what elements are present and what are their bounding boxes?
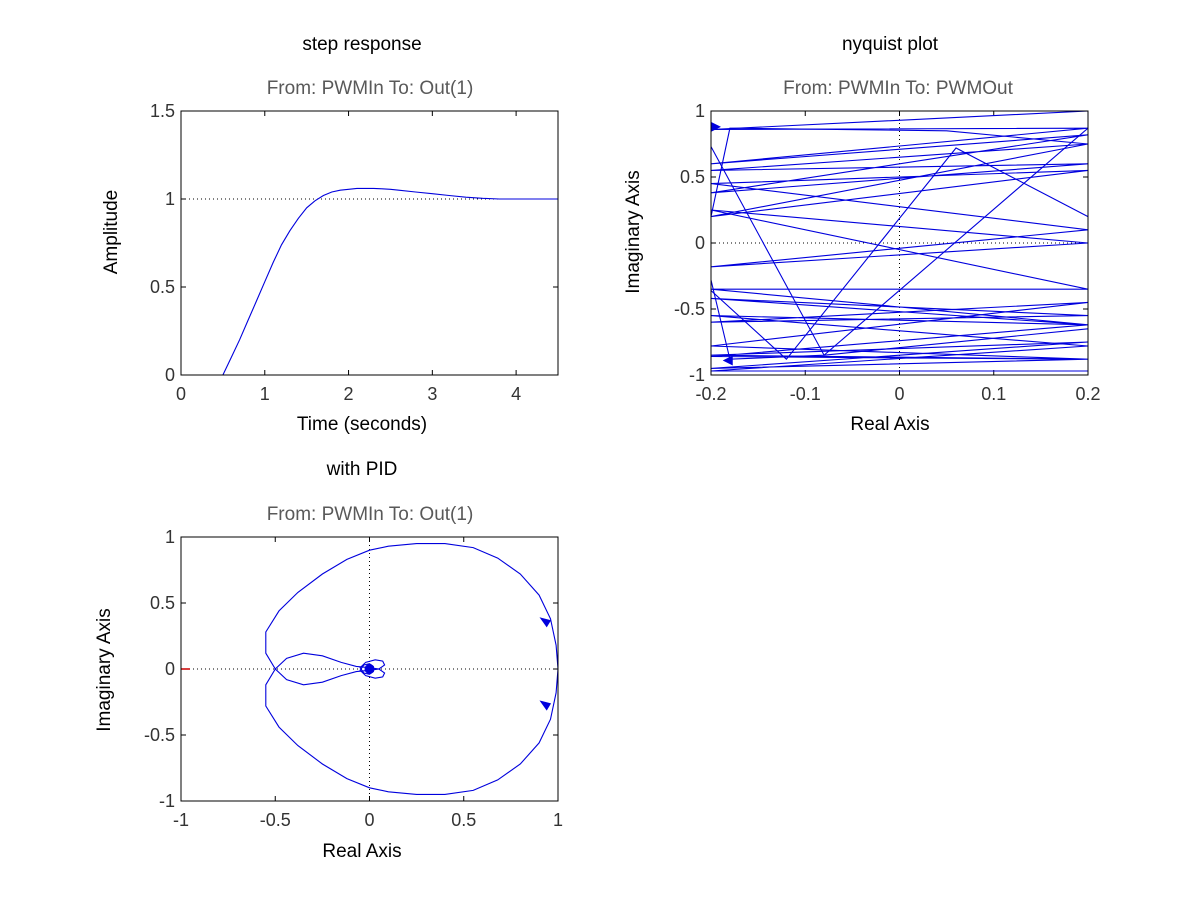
pid-ytick-label: -1: [159, 791, 175, 811]
pid-xtick-label: -1: [173, 810, 189, 830]
nyquist-ytick-label: -0.5: [674, 299, 705, 319]
nyquist-series-4-line: [711, 147, 1088, 361]
step-response-subtitle: From: PWMIn To: Out(1): [267, 78, 474, 99]
step-ytick-label: 0: [165, 365, 175, 385]
nyquist-direction-arrow: [722, 355, 733, 366]
nyquist-series-2-line: [711, 279, 1088, 360]
pid-ytick-label: 0.5: [150, 593, 175, 613]
step-response-ylabel: Amplitude: [101, 190, 122, 275]
nyquist-xtick-label: 0: [894, 384, 904, 404]
step-ytick-label: 0.5: [150, 277, 175, 297]
pid-ytick-label: 1: [165, 527, 175, 547]
pid-series-0-line: [265, 543, 558, 686]
pid-xtick-label: 0: [364, 810, 374, 830]
step-xtick-label: 4: [511, 384, 521, 404]
nyquist-frame: [710, 110, 1089, 376]
step-response-axes: step response From: PWMIn To: Out(1) Tim…: [101, 34, 559, 435]
step-response-plot-area: [181, 187, 558, 375]
pid-nyquist-axes: with PID From: PWMIn To: Out(1) Real Axi…: [94, 459, 563, 862]
nyquist-title: nyquist plot: [842, 34, 939, 55]
step-ytick-label: 1: [165, 189, 175, 209]
step-response-title: step response: [302, 34, 421, 55]
pid-direction-arrow: [539, 617, 552, 628]
nyquist-xtick-label: -0.1: [790, 384, 821, 404]
pid-plot-area: [181, 537, 558, 801]
pid-direction-arrow: [539, 700, 552, 711]
nyquist-xtick-label: 0.1: [981, 384, 1006, 404]
nyquist-ytick-label: -1: [689, 365, 705, 385]
nyquist-series-3-line: [711, 127, 1088, 357]
pid-xtick-label: 0.5: [451, 810, 476, 830]
nyquist-ylabel: Imaginary Axis: [623, 170, 644, 294]
pid-xlabel: Real Axis: [322, 841, 401, 862]
step-response-ticks: 0 1 2 3 4 0 0.5 1 1.5: [150, 101, 558, 404]
pid-subtitle: From: PWMIn To: Out(1): [267, 504, 474, 525]
nyquist-series-1-line: [711, 127, 1088, 217]
pid-title: with PID: [326, 459, 398, 480]
pid-frame: [180, 536, 559, 802]
step-response-frame: [180, 110, 559, 376]
pid-xtick-label: -0.5: [260, 810, 291, 830]
pid-xtick-label: 1: [553, 810, 563, 830]
nyquist-xtick-label: 0.2: [1075, 384, 1100, 404]
nyquist-ytick-label: 1: [695, 101, 705, 121]
step-xtick-label: 1: [260, 384, 270, 404]
step-xtick-label: 0: [176, 384, 186, 404]
pid-series-1-line: [265, 652, 558, 795]
pid-ytick-label: -0.5: [144, 725, 175, 745]
step-xtick-label: 3: [427, 384, 437, 404]
pid-origin-marker: [364, 664, 375, 674]
step-xtick-label: 2: [344, 384, 354, 404]
step-ytick-label: 1.5: [150, 101, 175, 121]
nyquist-ytick-label: 0.5: [680, 167, 705, 187]
step-series-0-line: [181, 187, 558, 375]
pid-ylabel: Imaginary Axis: [94, 608, 115, 732]
nyquist-xtick-label: -0.2: [695, 384, 726, 404]
nyquist-axes: nyquist plot From: PWMIn To: PWMOut Real…: [623, 34, 1101, 435]
pid-ticks: -1 -0.5 0 0.5 1 -1 -0.5 0 0.5 1: [144, 527, 563, 830]
nyquist-plot-area: [710, 111, 1088, 375]
pid-ytick-label: 0: [165, 659, 175, 679]
nyquist-xlabel: Real Axis: [850, 414, 929, 435]
nyquist-ytick-label: 0: [695, 233, 705, 253]
nyquist-series-0-line: [711, 111, 1088, 372]
nyquist-subtitle: From: PWMIn To: PWMOut: [783, 78, 1014, 99]
step-response-xlabel: Time (seconds): [297, 414, 427, 435]
